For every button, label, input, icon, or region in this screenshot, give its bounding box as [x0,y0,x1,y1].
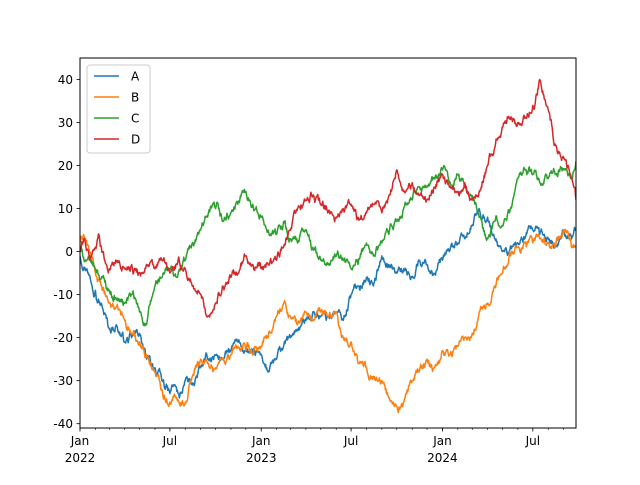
y-tick-label: 40 [58,73,73,87]
y-tick-label: 20 [58,159,73,173]
x-tick-label: Jul [343,434,358,448]
x-tick-label: Jan [432,434,452,448]
y-axis: -40 -30 -20 -10 0 10 20 30 40 [53,73,80,431]
x-tick-year-label: 2024 [427,451,458,465]
x-tick-label: Jul [525,434,540,448]
x-tick-year-label: 2022 [65,451,96,465]
series-line-b [80,228,576,414]
x-axis: Jan 2022 Jul Jan 2023 Jul Jan 2024 Jul [65,428,564,465]
x-tick-label: Jul [162,434,177,448]
y-tick-label: 10 [58,202,73,216]
y-tick-label: -20 [53,331,73,345]
x-tick-label: Jan [251,434,271,448]
y-tick-label: -10 [53,288,73,302]
legend-label-b: B [131,90,139,104]
legend-label-a: A [131,69,140,83]
legend-label-d: D [131,132,140,146]
y-tick-label: -40 [53,417,73,431]
series-layer [80,78,576,414]
series-line-d [80,78,576,318]
y-tick-label: -30 [53,374,73,388]
x-tick-year-label: 2023 [246,451,277,465]
x-tick-label: Jan [70,434,90,448]
legend-label-c: C [131,111,139,125]
y-tick-label: 0 [65,245,73,259]
y-tick-label: 30 [58,116,73,130]
plot-frame [79,57,577,429]
legend-box [86,64,151,154]
series-line-c [80,160,576,327]
